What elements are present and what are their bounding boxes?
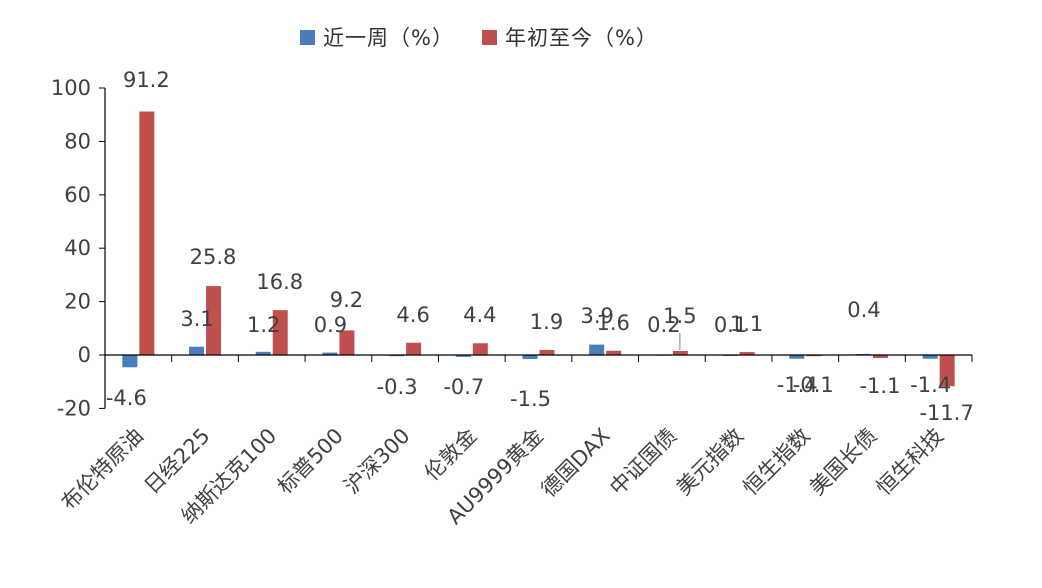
ytd-bar — [206, 286, 222, 355]
ytd-data-label: 91.2 — [123, 68, 170, 92]
ytd-bar — [339, 330, 355, 355]
weekly-bar — [789, 355, 805, 359]
y-tick-label: 60 — [64, 183, 91, 207]
weekly-data-label: -1.4 — [910, 373, 951, 397]
ytd-data-label: 1.1 — [730, 312, 763, 336]
weekly-data-label: -4.6 — [106, 386, 147, 410]
x-tick-label: 中证国债 — [605, 424, 681, 500]
ytd-data-label: 4.6 — [396, 303, 429, 327]
x-tick-label: 德国DAX — [537, 424, 615, 502]
legend-label-ytd: 年初至今（%） — [504, 26, 658, 50]
x-tick-label: 恒生科技 — [872, 424, 948, 500]
ytd-data-label: 1.6 — [596, 311, 629, 335]
weekly-data-label: 3.1 — [180, 307, 213, 331]
legend-item-ytd: 年初至今（%） — [481, 22, 658, 52]
weekly-data-label: 1.2 — [247, 313, 280, 337]
weekly-bar — [589, 344, 605, 355]
ytd-data-label: 25.8 — [190, 245, 237, 269]
weekly-data-label: 0.1 — [714, 313, 747, 337]
y-tick-label: 100 — [51, 76, 91, 100]
ytd-bar — [472, 343, 488, 355]
weekly-data-label: -0.7 — [443, 375, 484, 399]
y-tick-label: 20 — [64, 290, 91, 314]
x-tick-label: 布伦特原油 — [57, 424, 148, 515]
y-tick-label: 0 — [78, 343, 91, 367]
ytd-bar — [872, 355, 888, 358]
legend-item-weekly: 近一周（%） — [300, 22, 454, 52]
x-tick-label: 恒生指数 — [738, 424, 814, 500]
legend: 近一周（%） 年初至今（%） — [300, 22, 686, 52]
weekly-bar — [255, 351, 271, 355]
ytd-data-label: 16.8 — [256, 270, 303, 294]
weekly-data-label: 0.2 — [647, 313, 680, 337]
ytd-data-label: 9.2 — [330, 288, 363, 312]
ytd-data-label: 4.4 — [463, 303, 496, 327]
ytd-bar — [606, 350, 622, 355]
ytd-bar — [939, 355, 955, 387]
weekly-bar — [522, 355, 538, 360]
legend-label-weekly: 近一周（%） — [323, 26, 454, 50]
weekly-bar — [122, 355, 138, 368]
weekly-data-label: -0.3 — [377, 375, 418, 399]
x-tick-label: 美元指数 — [672, 424, 748, 500]
weekly-data-label: 0.4 — [847, 298, 880, 322]
y-tick-label: 80 — [64, 129, 91, 153]
ytd-data-label: -0.1 — [793, 373, 834, 397]
y-tick-label: 40 — [64, 236, 91, 260]
ytd-bar — [406, 342, 422, 355]
weekly-bar — [455, 355, 471, 357]
x-tick-label: 美国长债 — [805, 424, 881, 500]
weekly-data-label: 0.9 — [314, 313, 347, 337]
ytd-bar — [672, 350, 688, 355]
ytd-bar — [272, 310, 288, 355]
y-tick-label: -20 — [57, 396, 91, 420]
weekly-bar — [922, 355, 938, 359]
legend-swatch-weekly — [300, 29, 315, 45]
ytd-bar — [139, 111, 155, 355]
legend-swatch-ytd — [481, 29, 497, 45]
weekly-data-label: -1.5 — [510, 387, 551, 411]
ytd-data-label: 1.9 — [530, 310, 563, 334]
weekly-bar — [322, 352, 338, 355]
ytd-data-label: -1.1 — [859, 374, 900, 398]
ytd-bar — [539, 349, 555, 355]
weekly-data-label: -1.4 — [777, 373, 818, 397]
weekly-data-label: 3.9 — [580, 304, 613, 328]
x-tick-label: 伦敦金 — [420, 424, 482, 486]
x-tick-label: 沪深300 — [340, 424, 415, 499]
ytd-data-label: 1.5 — [663, 304, 696, 328]
ytd-bar — [739, 352, 755, 355]
ytd-data-label: -11.7 — [919, 401, 973, 425]
x-tick-label: 标普500 — [273, 424, 348, 499]
weekly-bar — [189, 346, 205, 355]
